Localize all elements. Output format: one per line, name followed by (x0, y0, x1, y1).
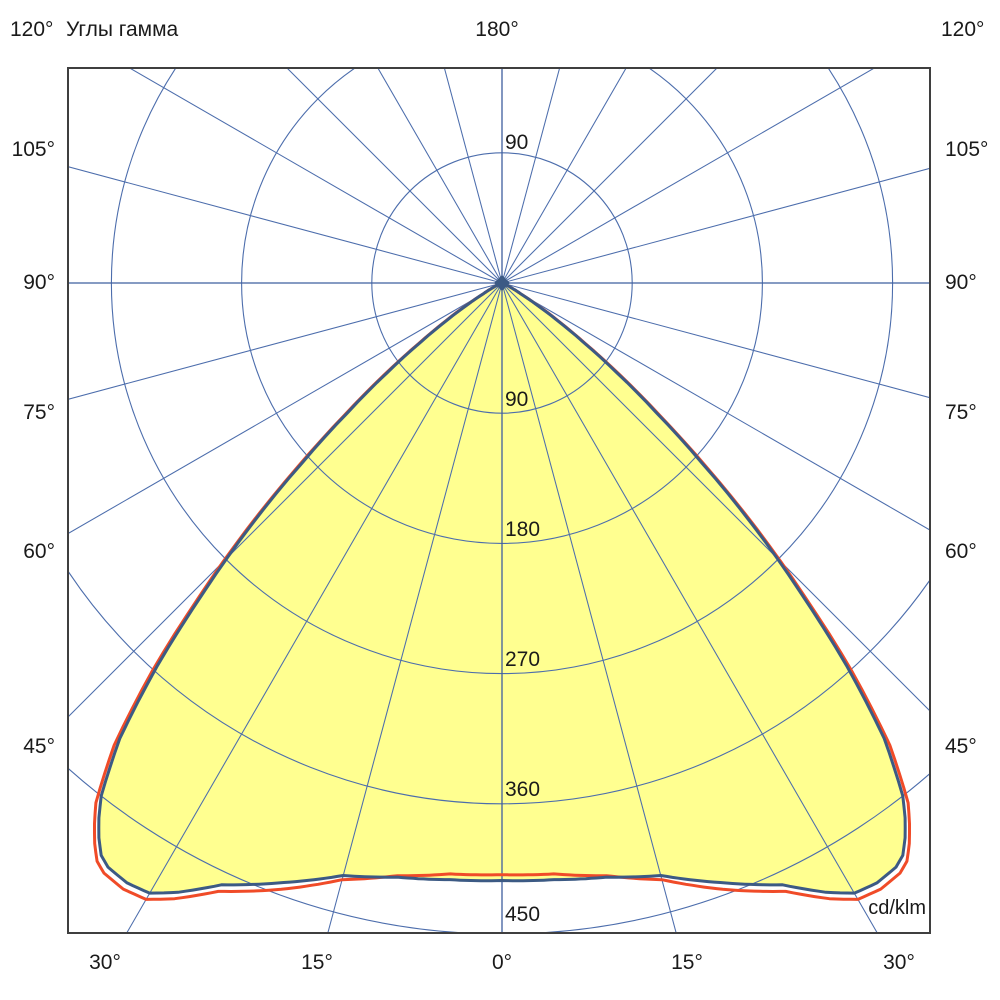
top-left-angle-label: 120° (10, 18, 54, 41)
bottom-angle-0: 0° (491, 951, 513, 974)
left-angle-60: 60° (23, 540, 55, 563)
ring-label-90: 90 (505, 388, 529, 411)
ring-label-90-upper: 90 (505, 131, 529, 154)
bottom-angle-30-left: 30° (89, 951, 121, 974)
bottom-angle-15-left: 15° (301, 951, 333, 974)
chart-title: Углы гамма (66, 18, 179, 41)
ring-label-360: 360 (505, 778, 541, 801)
grid-ray-345 (327, 282, 503, 932)
curve-c90-c270 (97, 281, 907, 895)
grid-ray-195 (444, 69, 503, 284)
grid-ray-210 (377, 69, 503, 284)
left-angle-45: 45° (23, 735, 55, 758)
grid-ray-300 (69, 282, 503, 534)
top-right-angle-label: 120° (941, 18, 985, 41)
ring-label-180: 180 (505, 518, 541, 541)
ring-label-450: 450 (505, 903, 541, 926)
grid-ray-30 (501, 282, 878, 932)
units-label: cd/klm (868, 897, 926, 919)
grid-ray-105 (501, 168, 929, 284)
grid-ray-75 (501, 282, 929, 398)
grid-ray-315 (69, 282, 503, 717)
plot-border (67, 67, 931, 934)
grid-ray-150 (501, 69, 627, 284)
right-angle-45: 45° (945, 735, 977, 758)
right-angle-105: 105° (945, 138, 989, 161)
grid-ray-330 (126, 282, 503, 932)
left-angle-75: 75° (23, 401, 55, 424)
ring-label-270: 270 (505, 648, 541, 671)
grid-ray-135 (501, 69, 717, 284)
grid-ray-165 (501, 69, 560, 284)
bottom-angle-15-right: 15° (671, 951, 703, 974)
right-angle-60: 60° (945, 540, 977, 563)
left-angle-90: 90° (23, 271, 55, 294)
grid-ray-255 (69, 166, 503, 284)
grid-ray-240 (130, 69, 503, 284)
center-marker (494, 275, 510, 291)
grid-ray-60 (501, 282, 929, 531)
grid-ray-285 (69, 282, 503, 400)
left-angle-105: 105° (11, 138, 55, 161)
right-angle-90: 90° (945, 271, 977, 294)
right-angle-75: 75° (945, 401, 977, 424)
grid-ray-225 (287, 69, 503, 284)
grid-ray-15 (501, 282, 677, 932)
top-center-angle-label: 180° (475, 18, 519, 41)
grid-ray-120 (501, 69, 874, 284)
bottom-angle-30-right: 30° (883, 951, 915, 974)
grid-ray-45 (501, 282, 929, 711)
